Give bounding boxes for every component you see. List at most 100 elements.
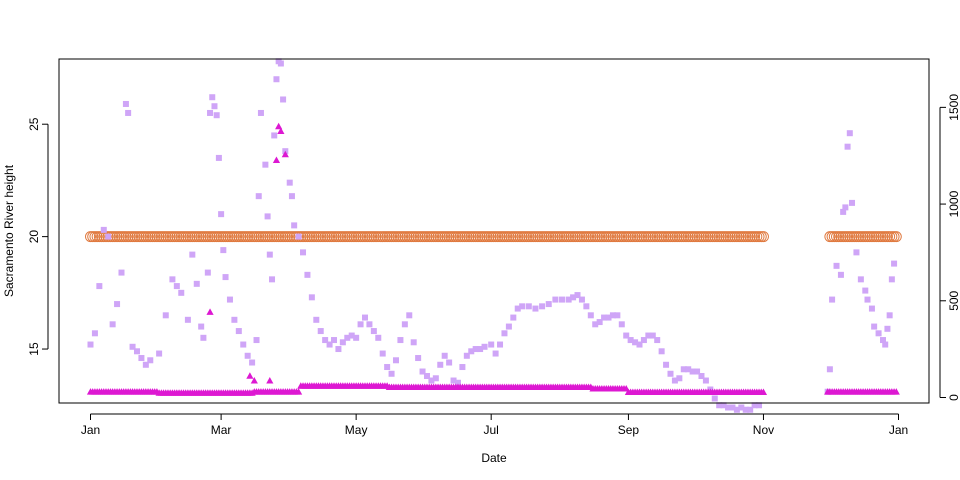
square-point bbox=[685, 366, 692, 373]
square-point bbox=[211, 103, 218, 110]
square-point bbox=[454, 379, 461, 386]
square-point bbox=[220, 247, 227, 254]
square-point bbox=[596, 319, 603, 326]
square-point bbox=[213, 112, 220, 119]
square-point bbox=[667, 370, 674, 377]
square-point bbox=[559, 296, 566, 303]
square-point bbox=[623, 332, 630, 339]
square-point bbox=[207, 109, 214, 116]
square-point bbox=[441, 352, 448, 359]
square-point bbox=[255, 193, 262, 200]
square-point bbox=[552, 296, 559, 303]
square-point bbox=[532, 305, 539, 312]
square-point bbox=[477, 346, 484, 353]
square-point bbox=[733, 406, 740, 413]
square-point bbox=[654, 337, 661, 344]
x-tick-label: Jan bbox=[889, 423, 908, 437]
square-point bbox=[891, 260, 898, 267]
square-point bbox=[266, 251, 273, 258]
square-point bbox=[326, 341, 333, 348]
y-right-tick-label: 500 bbox=[947, 290, 960, 310]
square-point bbox=[680, 366, 687, 373]
square-point bbox=[720, 402, 727, 409]
square-point bbox=[200, 334, 207, 341]
square-point bbox=[886, 312, 893, 319]
square-point bbox=[689, 368, 696, 375]
square-point bbox=[142, 361, 149, 368]
square-point bbox=[392, 357, 399, 364]
x-tick-label: Jan bbox=[81, 423, 100, 437]
triangle-point bbox=[759, 388, 768, 395]
square-point bbox=[510, 314, 517, 321]
square-point bbox=[587, 312, 594, 319]
x-tick-label: Sep bbox=[618, 423, 640, 437]
square-point bbox=[882, 341, 889, 348]
square-point bbox=[868, 305, 875, 312]
square-point bbox=[198, 323, 205, 330]
square-point bbox=[871, 323, 878, 330]
square-point bbox=[122, 100, 129, 107]
square-point bbox=[505, 323, 512, 330]
square-point bbox=[313, 316, 320, 323]
square-point bbox=[156, 350, 163, 357]
square-point bbox=[147, 357, 154, 364]
square-point bbox=[592, 321, 599, 328]
square-point bbox=[291, 222, 298, 229]
triangle-point bbox=[277, 127, 285, 135]
square-point bbox=[492, 350, 499, 357]
square-point bbox=[262, 161, 269, 168]
square-point bbox=[725, 404, 732, 411]
square-point bbox=[173, 283, 180, 290]
square-point bbox=[253, 337, 260, 344]
square-point bbox=[348, 332, 355, 339]
square-point bbox=[481, 343, 488, 350]
square-point bbox=[738, 404, 745, 411]
square-point bbox=[857, 276, 864, 283]
square-point bbox=[218, 211, 225, 218]
circle-point bbox=[757, 231, 769, 243]
square-point bbox=[375, 334, 382, 341]
square-point bbox=[286, 179, 293, 186]
square-point bbox=[249, 359, 256, 366]
square-point bbox=[437, 361, 444, 368]
square-point bbox=[178, 289, 185, 296]
triangle-point bbox=[281, 150, 289, 158]
square-point bbox=[240, 341, 247, 348]
y-right-tick-label: 0 bbox=[947, 394, 960, 401]
square-point bbox=[204, 269, 211, 276]
y-left-tick-label: 25 bbox=[27, 117, 41, 131]
square-point bbox=[751, 402, 758, 409]
square-point bbox=[488, 341, 495, 348]
triangle-point bbox=[294, 388, 303, 395]
square-point bbox=[184, 316, 191, 323]
square-point bbox=[169, 276, 176, 283]
square-point bbox=[875, 330, 882, 337]
square-point bbox=[257, 109, 264, 116]
y-axis-title: Sacramento River height bbox=[2, 164, 16, 297]
plot-frame bbox=[58, 58, 930, 404]
square-point bbox=[114, 301, 121, 308]
square-point bbox=[370, 328, 377, 335]
square-point bbox=[109, 321, 116, 328]
square-point bbox=[100, 226, 107, 233]
square-point bbox=[129, 343, 136, 350]
square-point bbox=[497, 341, 504, 348]
square-point bbox=[844, 143, 851, 150]
triangle-point bbox=[892, 388, 900, 395]
square-point bbox=[384, 364, 391, 371]
square-point bbox=[193, 280, 200, 287]
square-point bbox=[618, 321, 625, 328]
square-point bbox=[235, 328, 242, 335]
square-point bbox=[570, 294, 577, 301]
triangle-point bbox=[206, 308, 214, 315]
square-point bbox=[658, 348, 665, 355]
square-point bbox=[91, 330, 98, 337]
square-point bbox=[459, 364, 466, 371]
square-point bbox=[747, 406, 754, 413]
square-point bbox=[636, 341, 643, 348]
square-point bbox=[565, 296, 572, 303]
square-point bbox=[339, 339, 346, 346]
square-point bbox=[96, 283, 103, 290]
square-point bbox=[308, 294, 315, 301]
